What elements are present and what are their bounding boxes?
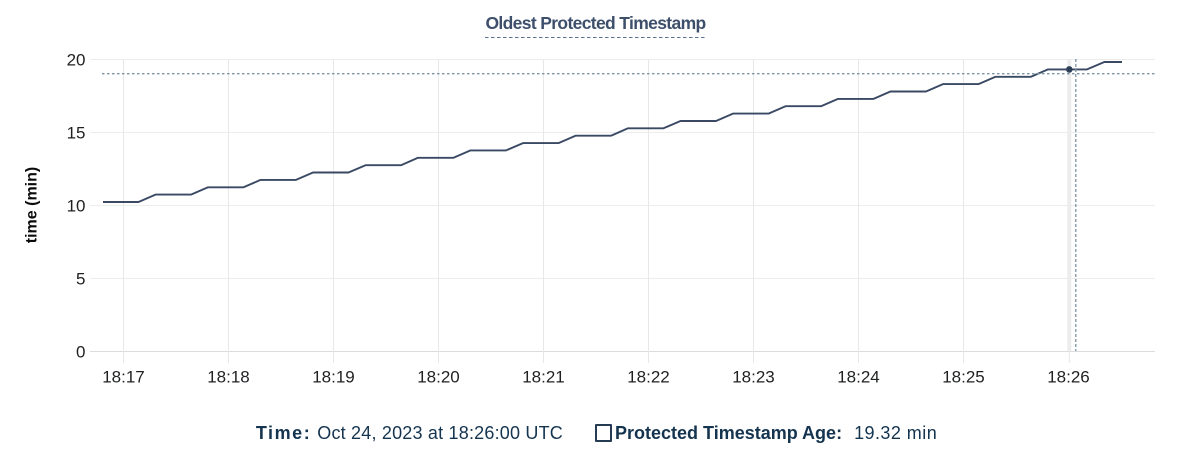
svg-text:18:20: 18:20: [417, 368, 460, 387]
svg-text:time (min): time (min): [24, 167, 41, 243]
svg-text:18:21: 18:21: [522, 368, 565, 387]
svg-text:20: 20: [67, 51, 86, 70]
svg-text:5: 5: [76, 270, 85, 289]
svg-text:18:23: 18:23: [732, 368, 775, 387]
svg-text:18:25: 18:25: [942, 368, 985, 387]
svg-text:15: 15: [67, 124, 86, 143]
svg-text:18:19: 18:19: [312, 368, 355, 387]
svg-text:18:22: 18:22: [627, 368, 670, 387]
svg-text:18:24: 18:24: [837, 368, 880, 387]
svg-text:18:18: 18:18: [207, 368, 250, 387]
svg-text:10: 10: [67, 197, 86, 216]
svg-text:18:26: 18:26: [1047, 368, 1090, 387]
svg-text:0: 0: [76, 343, 85, 362]
svg-text:18:17: 18:17: [102, 368, 145, 387]
